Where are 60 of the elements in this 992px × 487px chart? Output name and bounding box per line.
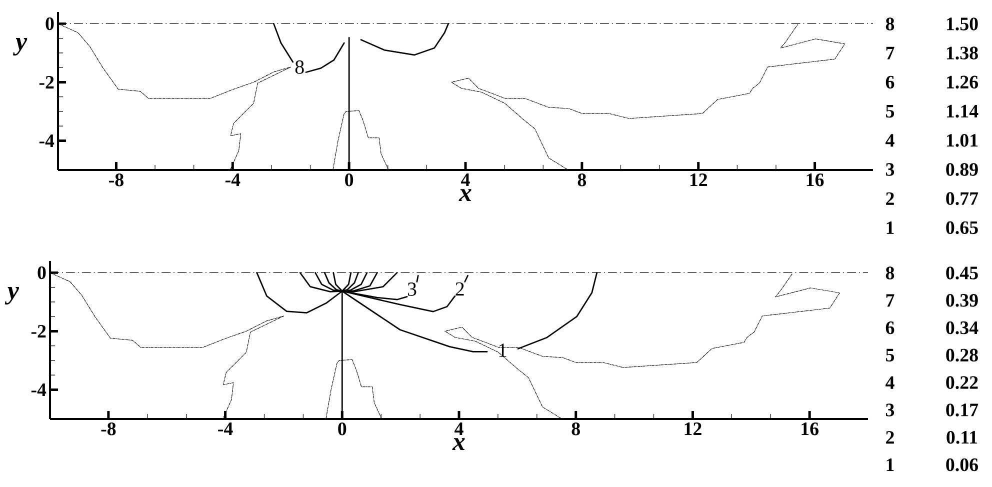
text: 0.11 — [946, 430, 978, 444]
x-tick-label: 12 — [684, 422, 702, 436]
text: 0.89 — [946, 163, 978, 176]
y-tick-label: 0 — [46, 17, 54, 30]
text: 1.26 — [946, 76, 978, 89]
text: 4 — [886, 376, 894, 389]
x-tick-label: 16 — [802, 422, 818, 436]
text: 6 — [886, 76, 894, 89]
x-axis-title: x — [452, 438, 465, 450]
y-tick-label: 0 — [38, 266, 46, 280]
text: 8 — [886, 18, 894, 30]
text: 5 — [886, 105, 894, 118]
text: 0.77 — [946, 192, 978, 206]
series-label: 1 — [499, 344, 506, 357]
series-label: 3 — [408, 282, 416, 296]
y-axis-title: y — [12, 38, 28, 56]
text: 5 — [886, 348, 894, 362]
series-label: 2 — [456, 282, 464, 296]
text: 4 — [886, 134, 894, 147]
text: 3 — [886, 163, 894, 176]
x-tick-label: 0 — [338, 422, 346, 436]
x-tick-label: -8 — [109, 174, 124, 186]
text: 3 — [886, 404, 894, 416]
text: 0.22 — [946, 376, 978, 390]
x-tick-label: 4 — [461, 174, 470, 186]
text: 0.06 — [946, 458, 978, 472]
text: 0.39 — [946, 294, 978, 307]
text: 1 — [886, 458, 894, 472]
x-tick-label: 0 — [345, 174, 354, 186]
x-tick-label: 8 — [572, 422, 580, 436]
text: 6 — [886, 321, 894, 334]
x-tick-label: 12 — [690, 174, 708, 186]
x-tick-label: 4 — [454, 422, 464, 435]
text: 0.65 — [946, 221, 978, 234]
series-label: 8 — [295, 60, 304, 74]
y-tick-label: -2 — [39, 76, 54, 88]
text: 8 — [886, 266, 894, 280]
text: 1.50 — [946, 18, 978, 30]
text: 0.17 — [946, 404, 978, 416]
x-tick-label: -4 — [218, 422, 233, 435]
text: 1.01 — [946, 134, 978, 147]
text: 0.45 — [946, 266, 978, 280]
text: 0.28 — [946, 348, 978, 362]
y-axis-title: y — [4, 287, 20, 304]
text: 0.34 — [946, 321, 978, 334]
x-axis-title: x — [458, 189, 472, 202]
y-tick-label: -4 — [39, 134, 54, 147]
text: 7 — [886, 294, 894, 307]
text: 1 — [886, 221, 894, 234]
x-tick-label: -4 — [225, 174, 240, 186]
text: 1.38 — [946, 46, 978, 60]
text: 2 — [886, 192, 894, 205]
x-tick-label: 8 — [578, 174, 586, 186]
y-tick-label: -4 — [31, 384, 46, 396]
y-tick-label: -2 — [31, 324, 46, 338]
text: 2 — [886, 431, 894, 444]
text: 7 — [886, 46, 894, 60]
x-tick-label: -8 — [101, 422, 116, 436]
x-tick-label: 16 — [806, 174, 824, 186]
text: 1.14 — [946, 104, 978, 118]
